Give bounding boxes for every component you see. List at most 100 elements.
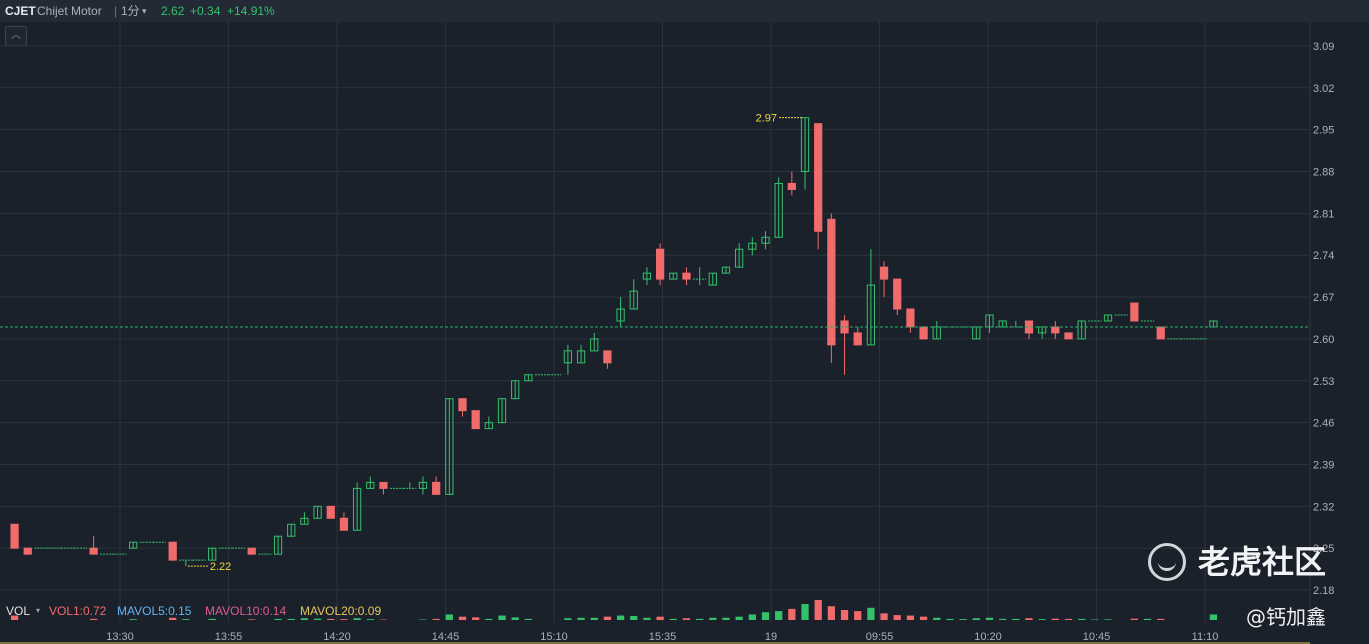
volume-bar (972, 618, 980, 620)
price-axis-background (1310, 22, 1369, 622)
candle-body (458, 398, 467, 412)
volume-bar (1038, 619, 1046, 620)
price-tick-label: 2.88 (1313, 166, 1334, 178)
candle-body (761, 236, 770, 244)
candle-body (774, 182, 783, 238)
volume-bar (840, 610, 849, 620)
candle-body (1156, 326, 1165, 340)
candle-body (866, 284, 876, 346)
volume-bar (1078, 618, 1086, 620)
candle-body (879, 266, 889, 280)
candle-body (432, 481, 441, 495)
price-change-percent: +14.91% (227, 4, 275, 18)
candle-body (682, 272, 691, 280)
volume-dropdown-icon[interactable]: ▾ (36, 606, 41, 615)
volume-bar (313, 618, 322, 620)
time-tick-label: 09:55 (866, 631, 894, 643)
volume-bar (511, 617, 519, 620)
volume-bar (498, 615, 506, 620)
volume-bar (590, 617, 598, 620)
candlestick-chart[interactable]: 2.622.972.22 3.093.022.952.882.812.742.6… (0, 22, 1369, 644)
mavol20-value: MAVOL20:0.09 (300, 604, 382, 618)
candle-body (287, 523, 296, 537)
low-marker-label: 2.22 (210, 561, 231, 573)
volume-bar (129, 619, 137, 620)
price-tick-label: 2.67 (1313, 292, 1334, 304)
candle-body (748, 242, 757, 250)
candle-body (89, 547, 98, 555)
volume-bar (524, 618, 532, 620)
candle-body (524, 374, 533, 382)
candle-body (853, 332, 862, 346)
time-axis[interactable]: 13:30 13:55 14:20 14:45 15:10 15:35 19 09:55 10:… (0, 622, 1369, 644)
volume-bar (1012, 618, 1020, 620)
volume-bar (1157, 618, 1165, 620)
volume-bar (722, 617, 730, 620)
candle-body (379, 481, 388, 489)
mavol5-value: MAVOL5:0.15 (117, 604, 192, 618)
candle-body (497, 398, 507, 424)
time-tick-label: 10:20 (974, 631, 1002, 643)
time-tick-label: 13:55 (215, 631, 243, 643)
volume-bar (867, 607, 875, 620)
volume-bar (669, 618, 677, 620)
volume-bar (300, 618, 309, 620)
candle-body (669, 272, 678, 280)
volume-bar (643, 617, 651, 620)
volume-bar (814, 600, 822, 620)
time-tick-label: 19 (765, 631, 777, 643)
candle-body (814, 123, 823, 232)
volume-bar (327, 618, 335, 620)
candle-body (655, 248, 665, 280)
candle-body (23, 547, 32, 555)
volume-bar (208, 618, 216, 620)
candle-body (418, 481, 428, 489)
interval-selector[interactable]: 1分 (121, 4, 140, 18)
price-axis[interactable]: 3.09 3.02 2.95 2.88 2.81 2.74 2.67 2.60 2.53 2.46… (1309, 22, 1369, 622)
volume-bar (880, 613, 888, 620)
candle-body (985, 314, 994, 328)
candle-body (352, 487, 362, 531)
candle-body (326, 505, 335, 519)
candle-body (563, 350, 573, 364)
volume-bar (182, 619, 190, 620)
candle-body (168, 541, 177, 561)
ticker-symbol[interactable]: CJET (5, 4, 36, 18)
interval-dropdown-icon[interactable]: ▾ (142, 6, 147, 16)
price-tick-label: 2.53 (1313, 376, 1334, 388)
time-tick-label: 13:30 (106, 631, 134, 643)
volume-bar (946, 618, 954, 620)
price-tick-label: 2.39 (1313, 459, 1334, 471)
volume-bar (788, 608, 796, 620)
candle-body (800, 117, 810, 172)
volume-legend: VOL ▾ VOL1:0.72 MAVOL5:0.15 MAVOL10:0.14… (0, 602, 1310, 620)
volume-bar (472, 617, 480, 620)
candle-body (1103, 314, 1113, 322)
candle-body (511, 380, 520, 400)
volume-bar (1025, 618, 1033, 620)
mavol10-value: MAVOL10:0.14 (205, 604, 287, 618)
price-tick-label: 2.95 (1313, 125, 1334, 137)
candle-body (10, 523, 19, 549)
volume-bars (10, 600, 1218, 620)
candle-body (1077, 320, 1086, 340)
volume-bar (445, 614, 453, 620)
volume-bar (1130, 618, 1138, 620)
candle-body (827, 218, 836, 346)
candle-body (1051, 326, 1060, 334)
last-price: 2.62 (161, 4, 185, 18)
watermark-brand: 老虎社区 (1198, 543, 1327, 581)
volume-bar (630, 616, 638, 620)
volume-bar (274, 618, 282, 620)
volume-bar (603, 616, 612, 620)
watermark-user: @钙加鑫 (1246, 605, 1326, 629)
price-tick-label: 3.09 (1313, 41, 1334, 53)
candle-body (445, 398, 454, 495)
time-tick-label: 15:10 (540, 631, 568, 643)
volume-indicator-label[interactable]: VOL (6, 604, 31, 618)
candle-body (300, 517, 309, 525)
volume-bar (485, 618, 493, 620)
volume-bar (827, 606, 835, 620)
volume-bar (748, 614, 756, 620)
header-separator: | (114, 4, 118, 18)
